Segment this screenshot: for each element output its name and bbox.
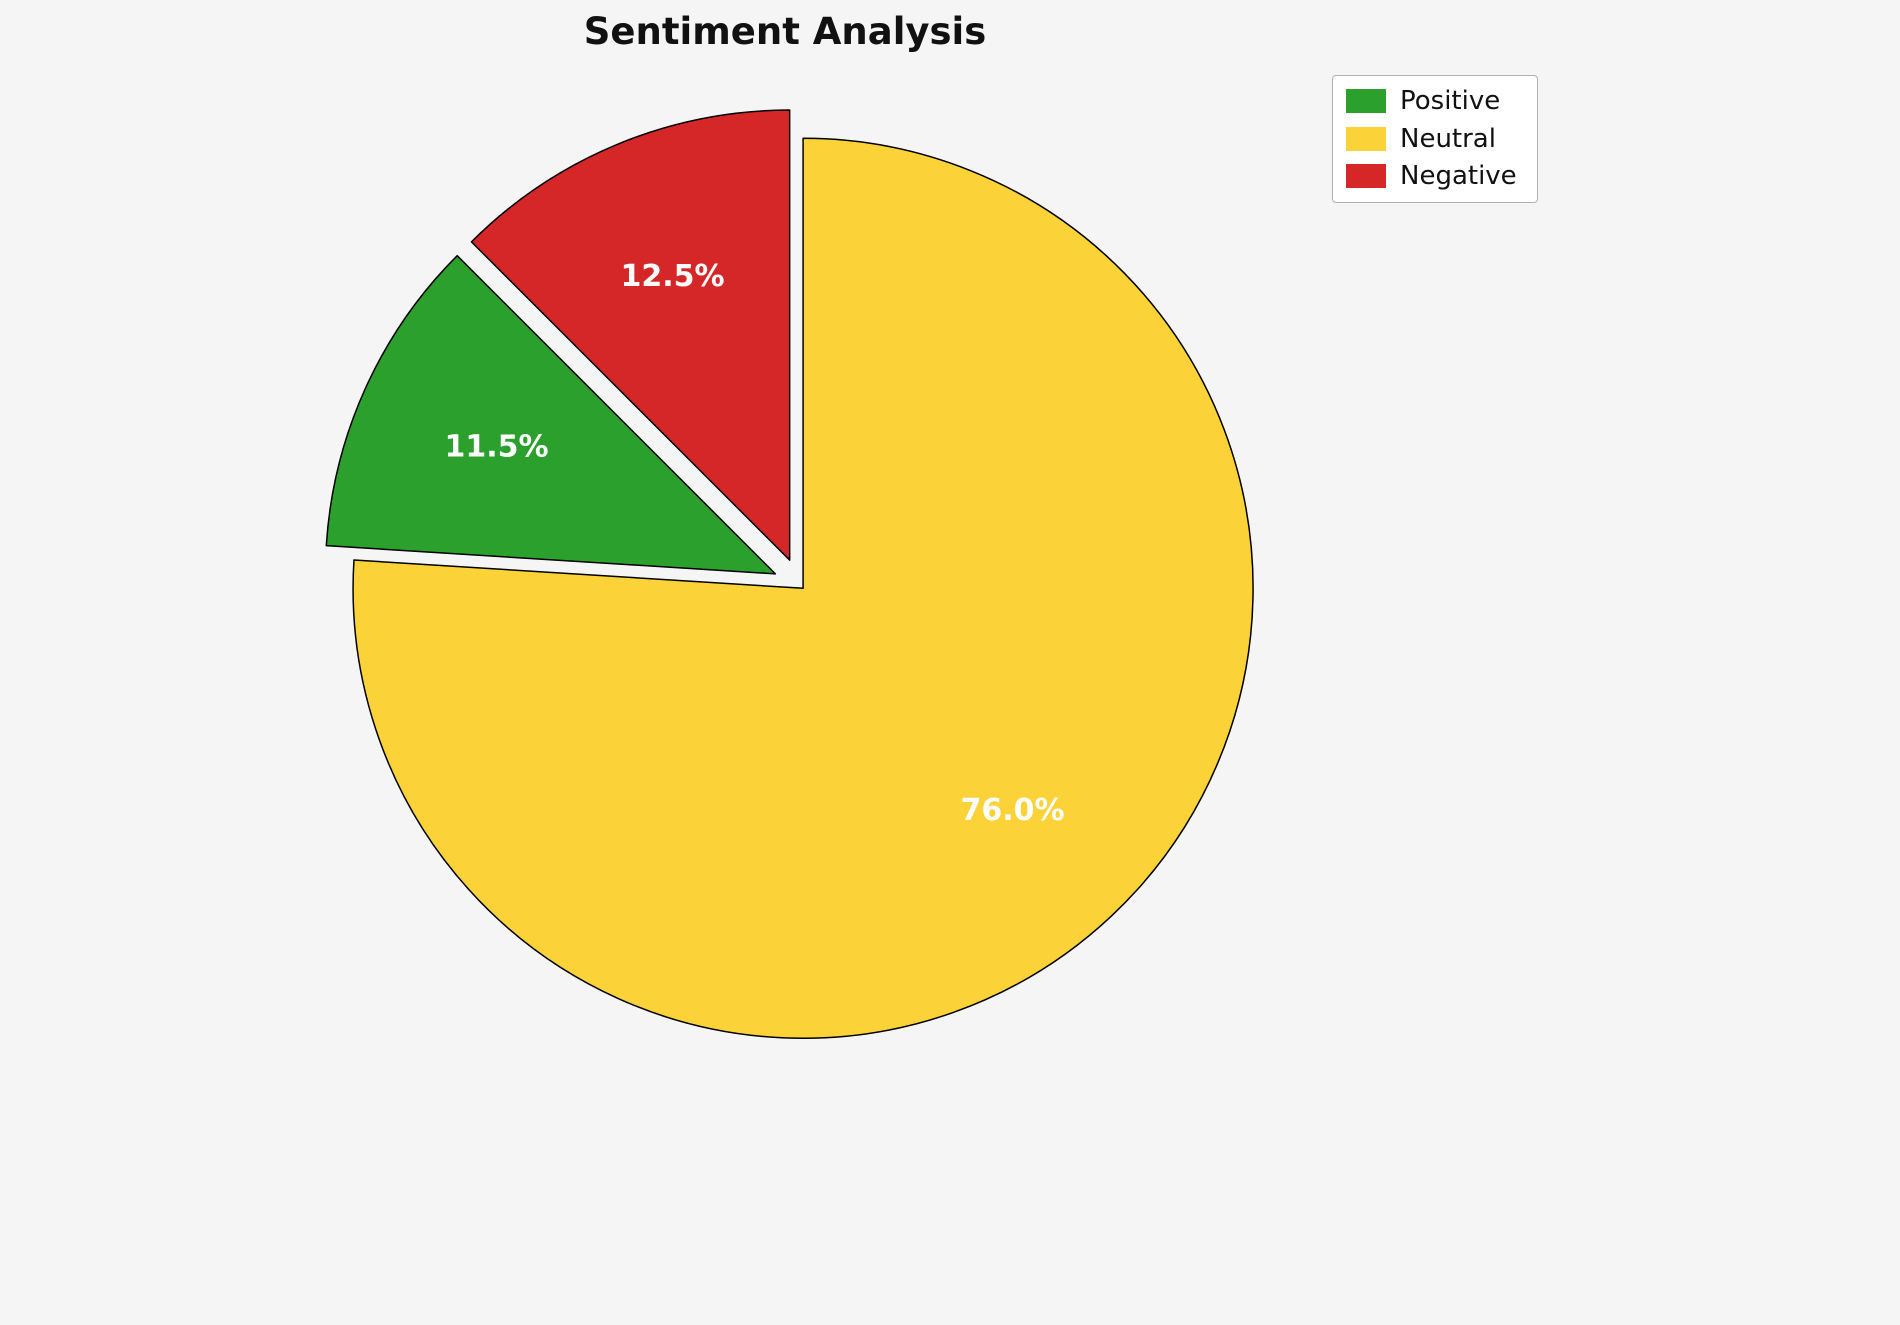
pct-label-negative: 12.5% (621, 259, 725, 294)
pct-label-positive: 11.5% (444, 429, 548, 464)
pie-slice-neutral (352, 137, 1254, 1040)
legend-item-positive: Positive (1346, 87, 1524, 116)
chart-title: Sentiment Analysis (583, 10, 987, 53)
legend-item-neutral: Neutral (1346, 123, 1524, 154)
legend-label-neutral: Neutral (1400, 123, 1496, 154)
legend-swatch-negative (1346, 164, 1386, 189)
legend-label-positive: Positive (1400, 86, 1501, 116)
legend-swatch-positive (1346, 89, 1386, 114)
legend-label-negative: Negative (1400, 161, 1517, 192)
legend-swatch-neutral (1346, 126, 1386, 151)
legend-item-negative: Negative (1346, 162, 1524, 191)
pct-label-neutral: 76.0% (961, 793, 1065, 828)
pie-slice-positive (325, 254, 777, 575)
pie-slice-negative (470, 109, 791, 561)
legend: Positive Neutral Negative (1332, 75, 1538, 203)
